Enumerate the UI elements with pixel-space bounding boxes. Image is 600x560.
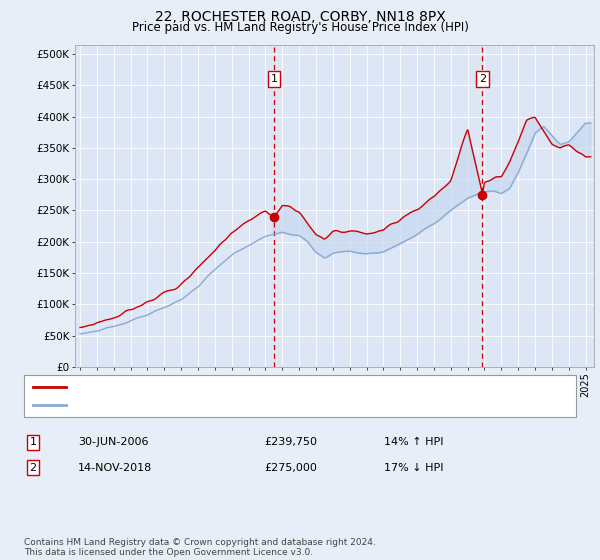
Text: 2: 2 bbox=[479, 74, 486, 84]
Text: 30-JUN-2006: 30-JUN-2006 bbox=[78, 437, 149, 447]
Text: 2: 2 bbox=[29, 463, 37, 473]
Text: £239,750: £239,750 bbox=[264, 437, 317, 447]
Text: 14% ↑ HPI: 14% ↑ HPI bbox=[384, 437, 443, 447]
Text: Price paid vs. HM Land Registry's House Price Index (HPI): Price paid vs. HM Land Registry's House … bbox=[131, 21, 469, 34]
Text: Contains HM Land Registry data © Crown copyright and database right 2024.
This d: Contains HM Land Registry data © Crown c… bbox=[24, 538, 376, 557]
Text: 17% ↓ HPI: 17% ↓ HPI bbox=[384, 463, 443, 473]
Text: HPI: Average price, detached house, North Northamptonshire: HPI: Average price, detached house, Nort… bbox=[73, 400, 394, 410]
Text: 1: 1 bbox=[29, 437, 37, 447]
Text: 22, ROCHESTER ROAD, CORBY, NN18 8PX (detached house): 22, ROCHESTER ROAD, CORBY, NN18 8PX (det… bbox=[73, 382, 386, 392]
Text: £275,000: £275,000 bbox=[264, 463, 317, 473]
Text: 14-NOV-2018: 14-NOV-2018 bbox=[78, 463, 152, 473]
Text: 1: 1 bbox=[271, 74, 277, 84]
Text: 22, ROCHESTER ROAD, CORBY, NN18 8PX: 22, ROCHESTER ROAD, CORBY, NN18 8PX bbox=[155, 10, 445, 24]
